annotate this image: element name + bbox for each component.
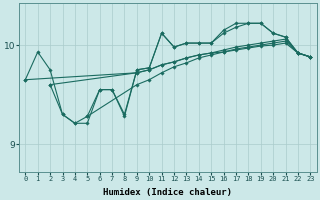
X-axis label: Humidex (Indice chaleur): Humidex (Indice chaleur)	[103, 188, 232, 197]
